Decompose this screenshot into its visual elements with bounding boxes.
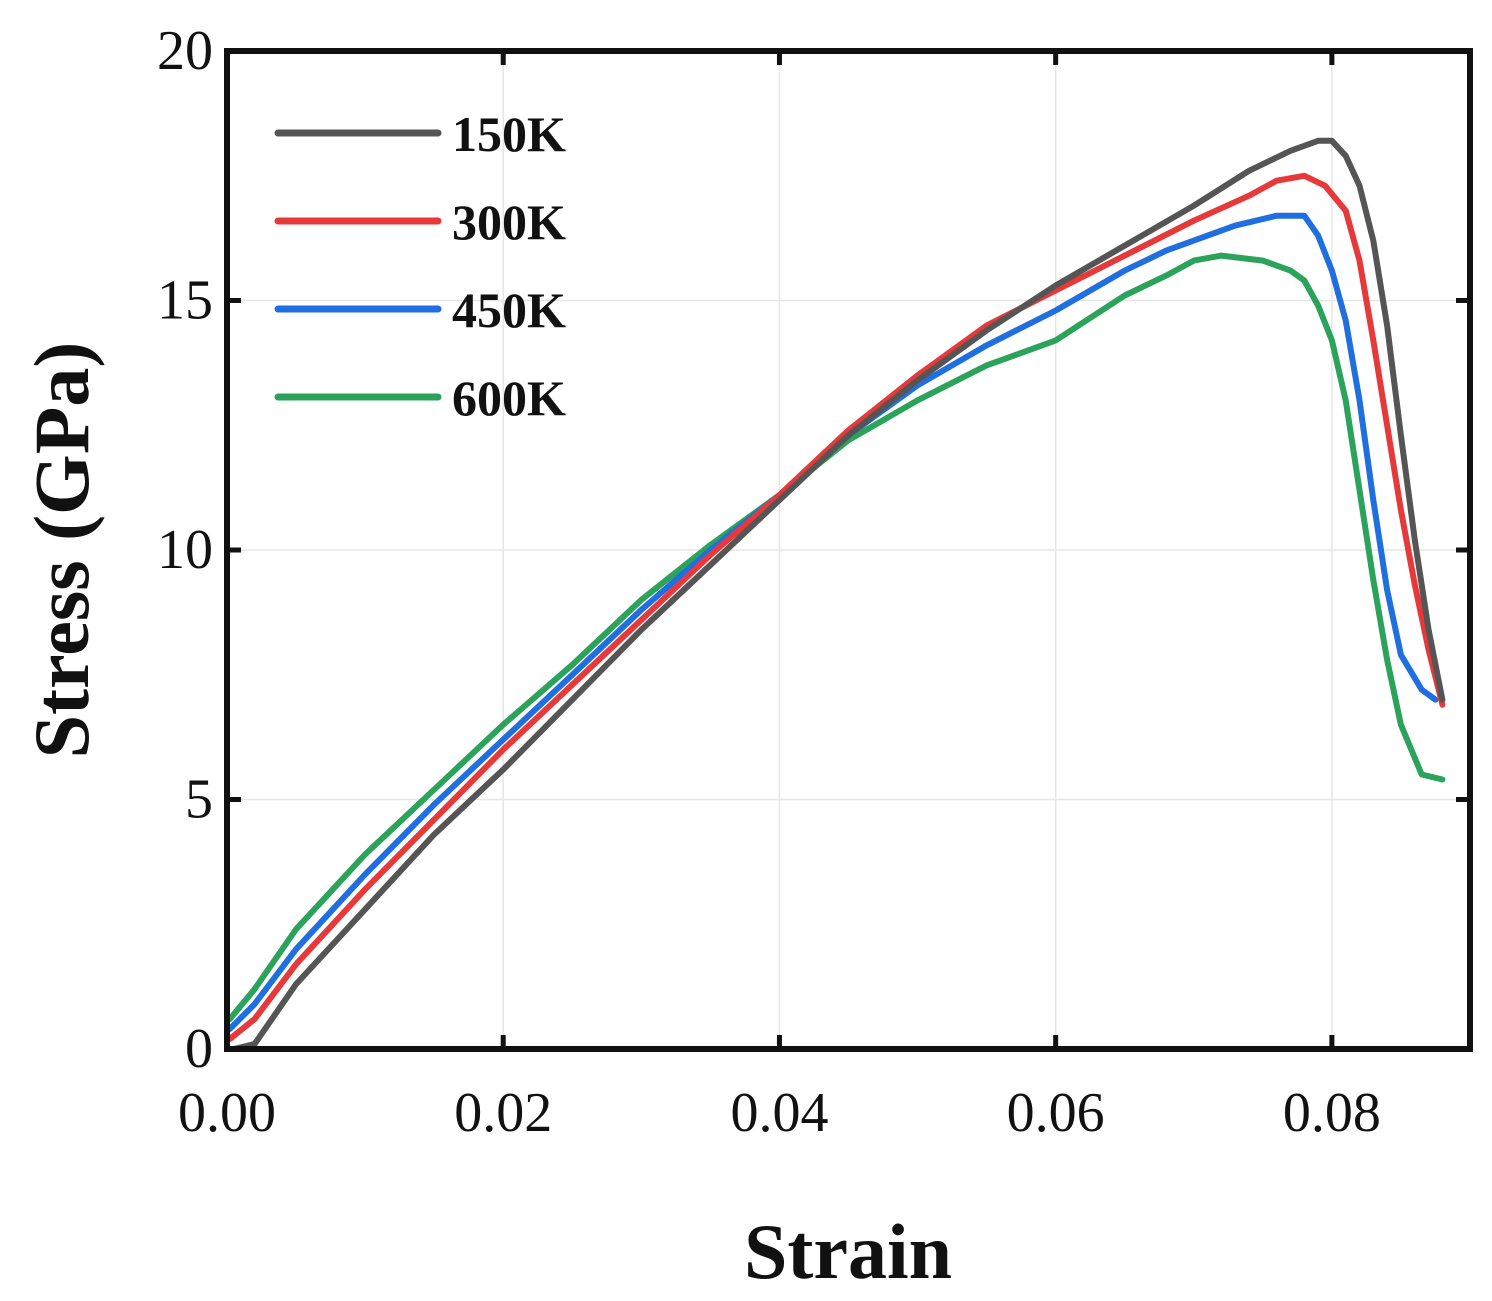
axis-ticks — [224, 48, 1470, 1052]
y-tick-label: 10 — [157, 519, 213, 581]
x-tick-label: 0.08 — [1283, 1082, 1381, 1144]
y-axis-title: Stress (GPa) — [18, 342, 105, 759]
y-tick-label: 20 — [157, 20, 213, 82]
x-tick-label: 0.02 — [454, 1082, 552, 1144]
x-tick-label: 0.00 — [178, 1082, 276, 1144]
series-line-600K — [226, 252, 1446, 1023]
legend-label-450K: 450K — [452, 282, 566, 338]
legend: 150K 300K 450K 600K — [274, 106, 566, 426]
series-line-300K — [226, 172, 1446, 1042]
y-tick-label: 5 — [185, 769, 213, 831]
y-tick-label: 15 — [157, 270, 213, 332]
series-line-150K — [230, 137, 1446, 1052]
legend-label-150K: 150K — [452, 106, 566, 162]
series-lines — [226, 137, 1446, 1052]
x-tick-label: 0.04 — [730, 1082, 828, 1144]
y-tick-labels: 0 5 10 15 20 — [157, 20, 213, 1080]
legend-label-600K: 600K — [452, 370, 566, 426]
x-tick-label: 0.06 — [1007, 1082, 1105, 1144]
x-tick-labels: 0.00 0.02 0.04 0.06 0.08 — [178, 1082, 1381, 1144]
y-tick-label: 0 — [185, 1018, 213, 1080]
x-axis-title: Strain — [744, 1208, 952, 1295]
legend-label-300K: 300K — [452, 194, 566, 250]
grid-lines — [227, 51, 1470, 1049]
series-line-450K — [226, 212, 1439, 1032]
